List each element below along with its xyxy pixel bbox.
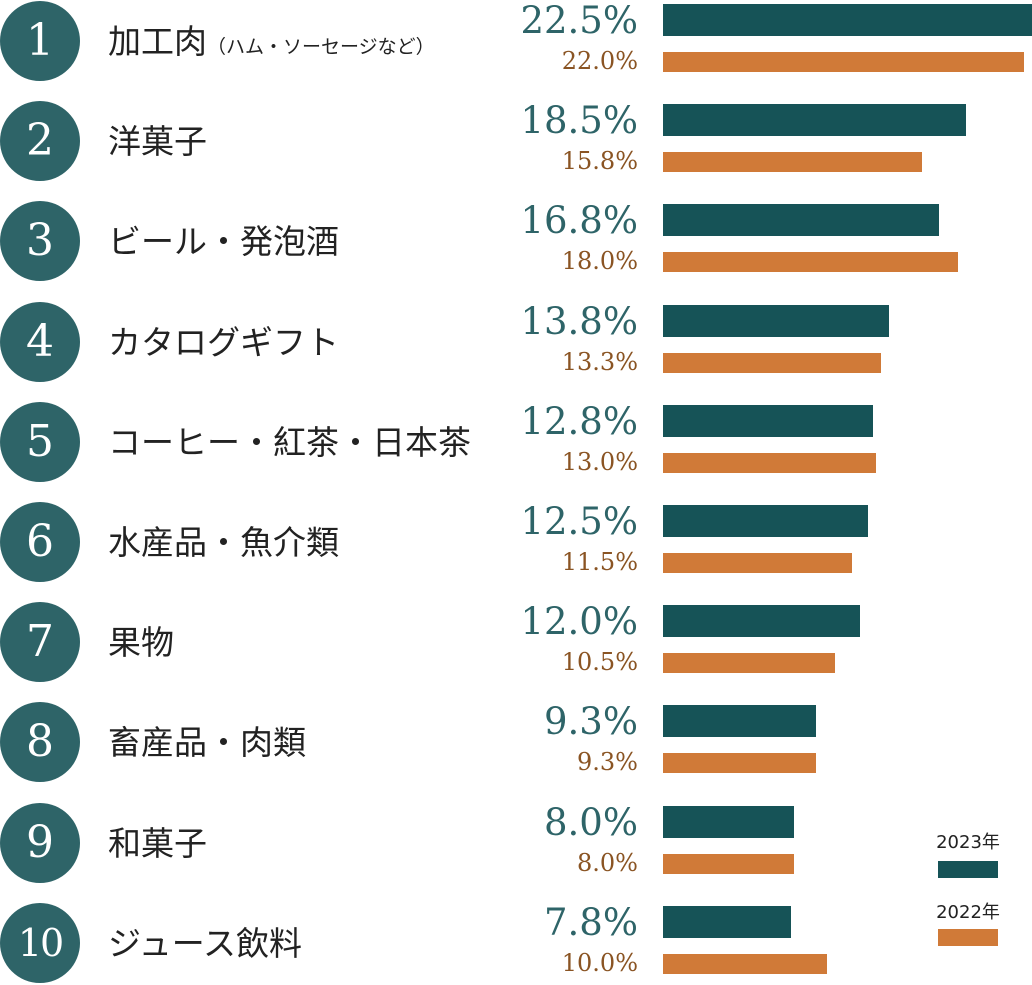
- category-label: 果物: [108, 613, 174, 673]
- category-label: 洋菓子: [108, 112, 207, 172]
- category-name: 和菓子: [108, 823, 207, 863]
- rank-badge: [0, 902, 80, 983]
- rank-number: 7: [26, 616, 54, 668]
- value-label-2023: 12.5%: [520, 500, 638, 543]
- rank-number: 3: [26, 215, 54, 267]
- category-name: 果物: [108, 623, 174, 663]
- rank-badge: [0, 201, 80, 282]
- category-label: カタログギフト: [108, 313, 339, 373]
- bar-2022: [663, 753, 816, 774]
- value-label-2023: 16.8%: [520, 199, 638, 243]
- category-name: ジュース飲料: [108, 923, 303, 963]
- category-label: 和菓子: [108, 814, 207, 874]
- rank-number: 6: [26, 516, 54, 567]
- category-name: 水産品・魚介類: [108, 523, 339, 562]
- rank-number: 9: [26, 816, 54, 868]
- bar-2022: [663, 152, 923, 173]
- value-label-2022: 18.0%: [561, 247, 638, 276]
- value-label-2022: 22.0%: [561, 47, 638, 75]
- rank-badge: [0, 1, 80, 81]
- bar-2022: [663, 553, 852, 573]
- value-label-2022: 13.3%: [561, 347, 638, 376]
- bar-2022: [663, 452, 877, 473]
- bar-2022: [663, 52, 1024, 72]
- rank-badge: [0, 602, 80, 683]
- bar-2022: [663, 352, 882, 373]
- bar-2023: [663, 605, 860, 638]
- bar-2023: [663, 304, 890, 337]
- category-name: コーヒー・紅茶・日本茶: [108, 422, 471, 462]
- legend-label-2022: 2022年: [936, 902, 1000, 923]
- value-label-2022: 15.8%: [561, 147, 638, 176]
- legend-label-2023: 2023年: [936, 832, 1000, 853]
- category-note: （ハム・ソーセージなど）: [207, 36, 435, 58]
- bar-2023: [663, 805, 795, 838]
- value-label-2023: 18.5%: [520, 99, 638, 143]
- value-label-2022: 10.0%: [561, 948, 638, 977]
- legend-swatch-2023: [938, 861, 998, 878]
- rank-number: 1: [26, 15, 54, 66]
- bar-2022: [663, 853, 795, 874]
- bar-2023: [663, 204, 939, 237]
- value-label-2023: 13.8%: [520, 299, 638, 343]
- rank-number: 2: [26, 115, 54, 167]
- rank-badge: [0, 702, 80, 783]
- rank-badge: [0, 802, 80, 883]
- category-label: 畜産品・肉類: [108, 713, 306, 773]
- rank-badge: [0, 502, 80, 582]
- category-name: カタログギフト: [108, 322, 339, 362]
- value-label-2022: 9.3%: [577, 748, 638, 777]
- value-label-2023: 22.5%: [520, 0, 638, 42]
- value-label-2023: 12.0%: [520, 600, 638, 644]
- rank-number: 10: [17, 920, 64, 965]
- category-label: ビール・発泡酒: [108, 212, 339, 272]
- rank-number: 8: [26, 716, 54, 768]
- bar-2022: [663, 252, 959, 273]
- bar-2022: [663, 953, 827, 974]
- bar-2023: [663, 404, 873, 437]
- rank-number: 5: [26, 415, 54, 467]
- bar-2023: [663, 104, 967, 137]
- value-label-2023: 12.8%: [520, 399, 638, 443]
- value-label-2023: 8.0%: [544, 800, 638, 844]
- rank-badge: [0, 301, 80, 382]
- value-label-2022: 13.0%: [561, 447, 638, 476]
- bar-2023: [663, 705, 816, 738]
- rank-badge: [0, 101, 80, 182]
- bar-2023: [663, 4, 1032, 36]
- value-label-2022: 8.0%: [577, 848, 638, 877]
- category-name: ビール・発泡酒: [108, 222, 339, 262]
- category-label: 水産品・魚介類: [108, 513, 339, 573]
- category-label: コーヒー・紅茶・日本茶: [108, 413, 471, 473]
- category-name: 畜産品・肉類: [108, 723, 306, 763]
- rank-badge: [0, 401, 80, 482]
- value-label-2023: 9.3%: [544, 700, 638, 744]
- value-label-2022: 10.5%: [561, 648, 638, 677]
- legend-swatch-2022: [938, 929, 998, 946]
- rank-number: 4: [26, 315, 54, 367]
- bar-2023: [663, 905, 791, 938]
- bar-2022: [663, 653, 836, 674]
- value-label-2023: 7.8%: [544, 900, 638, 944]
- value-label-2022: 11.5%: [561, 548, 638, 576]
- category-name: 洋菓子: [108, 122, 207, 162]
- bar-2023: [663, 505, 868, 537]
- category-label: ジュース飲料: [108, 914, 302, 974]
- category-name: 加工肉: [108, 22, 207, 61]
- category-label: 加工肉（ハム・ソーセージなど）: [108, 12, 435, 72]
